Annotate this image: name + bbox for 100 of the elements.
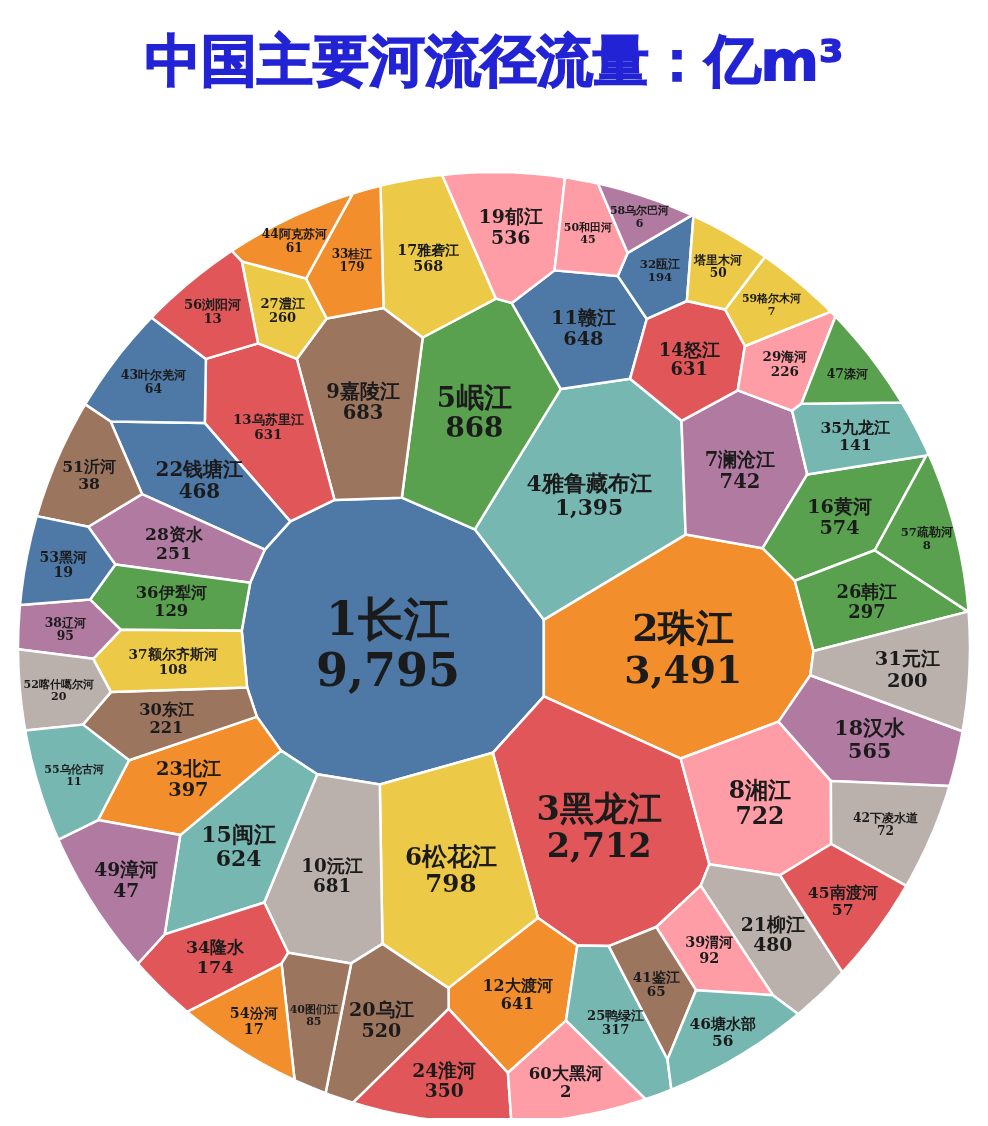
data-label: 8 bbox=[922, 537, 931, 552]
category-label: 26韩江 bbox=[836, 581, 898, 603]
category-label: 17雅砻江 bbox=[397, 241, 460, 258]
category-label: 54汾河 bbox=[229, 1005, 278, 1022]
category-label: 5岷江 bbox=[436, 380, 512, 414]
data-label: 568 bbox=[413, 257, 444, 274]
data-label: 681 bbox=[312, 874, 352, 896]
data-label: 13 bbox=[203, 311, 222, 327]
category-label: 13乌苏里江 bbox=[233, 410, 304, 427]
data-label: 251 bbox=[156, 542, 192, 563]
data-label: 61 bbox=[285, 240, 303, 255]
category-label: 42下凌水道 bbox=[853, 810, 920, 825]
category-label: 59格尔木河 bbox=[741, 292, 802, 306]
category-label: 9嘉陵江 bbox=[326, 379, 400, 403]
category-label: 27澧江 bbox=[260, 295, 305, 311]
category-label: 36伊犁河 bbox=[135, 583, 207, 603]
category-label: 53黑河 bbox=[39, 548, 88, 565]
data-label: 397 bbox=[168, 778, 209, 802]
category-label: 12大渡河 bbox=[482, 976, 553, 996]
category-label: 35九龙江 bbox=[820, 417, 891, 437]
data-label: 468 bbox=[178, 478, 221, 503]
category-label: 41鉴江 bbox=[632, 968, 680, 985]
data-label: 260 bbox=[269, 309, 297, 325]
category-label: 47滦河 bbox=[826, 365, 868, 381]
category-label: 23北江 bbox=[155, 757, 221, 781]
category-label: 22钱塘江 bbox=[155, 456, 244, 481]
category-label: 6松花江 bbox=[404, 842, 497, 872]
data-label: 179 bbox=[339, 260, 365, 275]
category-label: 14怒江 bbox=[658, 338, 720, 360]
data-label: 868 bbox=[445, 411, 504, 445]
data-label: 574 bbox=[819, 515, 860, 539]
category-label: 21柳江 bbox=[740, 912, 805, 935]
data-label: 194 bbox=[647, 270, 673, 285]
category-label: 57疏勒河 bbox=[900, 524, 953, 539]
data-label: 631 bbox=[670, 358, 708, 380]
data-label: 683 bbox=[342, 401, 384, 425]
data-label: 47 bbox=[113, 878, 140, 901]
data-label: 174 bbox=[196, 956, 234, 977]
category-label: 30东江 bbox=[139, 699, 194, 719]
category-label: 19郁江 bbox=[478, 204, 543, 227]
category-label: 52喀什噶尔河 bbox=[23, 677, 94, 691]
data-label: 624 bbox=[215, 844, 262, 871]
data-label: 141 bbox=[839, 434, 872, 454]
category-label: 11赣江 bbox=[551, 306, 616, 330]
category-label: 39渭河 bbox=[685, 933, 734, 950]
data-label: 95 bbox=[56, 628, 74, 644]
category-label: 18汉水 bbox=[834, 715, 907, 740]
data-label: 520 bbox=[361, 1019, 402, 1042]
data-label: 11 bbox=[66, 775, 82, 789]
data-label: 221 bbox=[149, 717, 184, 737]
data-label: 108 bbox=[158, 660, 188, 677]
category-label: 31元江 bbox=[874, 647, 940, 671]
category-label: 25鸭绿江 bbox=[587, 1007, 645, 1023]
category-label: 43叶尔羌河 bbox=[120, 367, 187, 383]
data-label: 64 bbox=[144, 381, 163, 397]
data-label: 50 bbox=[709, 266, 727, 281]
category-label: 50和田河 bbox=[563, 220, 613, 234]
data-label: 565 bbox=[848, 738, 892, 763]
category-label: 34隆水 bbox=[185, 937, 246, 958]
data-label: 648 bbox=[563, 327, 604, 351]
category-label: 38辽河 bbox=[44, 614, 86, 630]
category-label: 10沅江 bbox=[301, 854, 363, 876]
category-label: 40图们江 bbox=[289, 1002, 338, 1016]
data-label: 38 bbox=[78, 474, 101, 494]
category-label: 60大黑河 bbox=[528, 1063, 603, 1083]
data-label: 641 bbox=[500, 993, 535, 1013]
category-label: 56浏阳河 bbox=[183, 296, 242, 312]
data-label: 20 bbox=[51, 689, 67, 703]
data-label: 480 bbox=[753, 933, 793, 956]
category-label: 28资水 bbox=[145, 524, 204, 545]
category-label: 33桂江 bbox=[331, 246, 373, 261]
data-label: 85 bbox=[306, 1014, 322, 1028]
category-label: 20乌江 bbox=[349, 998, 414, 1021]
data-label: 72 bbox=[877, 824, 895, 839]
data-label: 200 bbox=[887, 668, 928, 692]
data-label: 226 bbox=[770, 362, 799, 379]
category-label: 15闽江 bbox=[201, 820, 276, 847]
category-label: 51沂河 bbox=[62, 457, 116, 477]
data-label: 19 bbox=[53, 564, 74, 581]
data-label: 65 bbox=[646, 983, 666, 1000]
category-label: 16黄河 bbox=[807, 494, 872, 518]
data-label: 722 bbox=[735, 802, 785, 831]
category-label: 49漳河 bbox=[94, 858, 159, 881]
data-label: 2 bbox=[560, 1081, 572, 1101]
category-label: 58乌尔巴河 bbox=[609, 204, 670, 218]
data-label: 317 bbox=[602, 1021, 630, 1037]
category-label: 44阿克苏河 bbox=[261, 227, 327, 242]
category-label: 7澜沧江 bbox=[704, 448, 776, 472]
category-label: 45南渡河 bbox=[807, 882, 878, 902]
category-label: 8湘江 bbox=[728, 776, 792, 805]
category-label: 37额尔齐斯河 bbox=[128, 645, 218, 662]
data-label: 6 bbox=[635, 216, 644, 230]
data-label: 742 bbox=[719, 469, 761, 493]
data-label: 631 bbox=[254, 425, 283, 442]
category-label: 塔里木河 bbox=[693, 252, 743, 267]
data-label: 297 bbox=[848, 600, 886, 622]
data-label: 45 bbox=[580, 232, 596, 246]
data-label: 7 bbox=[767, 304, 776, 318]
category-label: 32瓯江 bbox=[639, 257, 681, 272]
data-label: 798 bbox=[425, 869, 477, 899]
